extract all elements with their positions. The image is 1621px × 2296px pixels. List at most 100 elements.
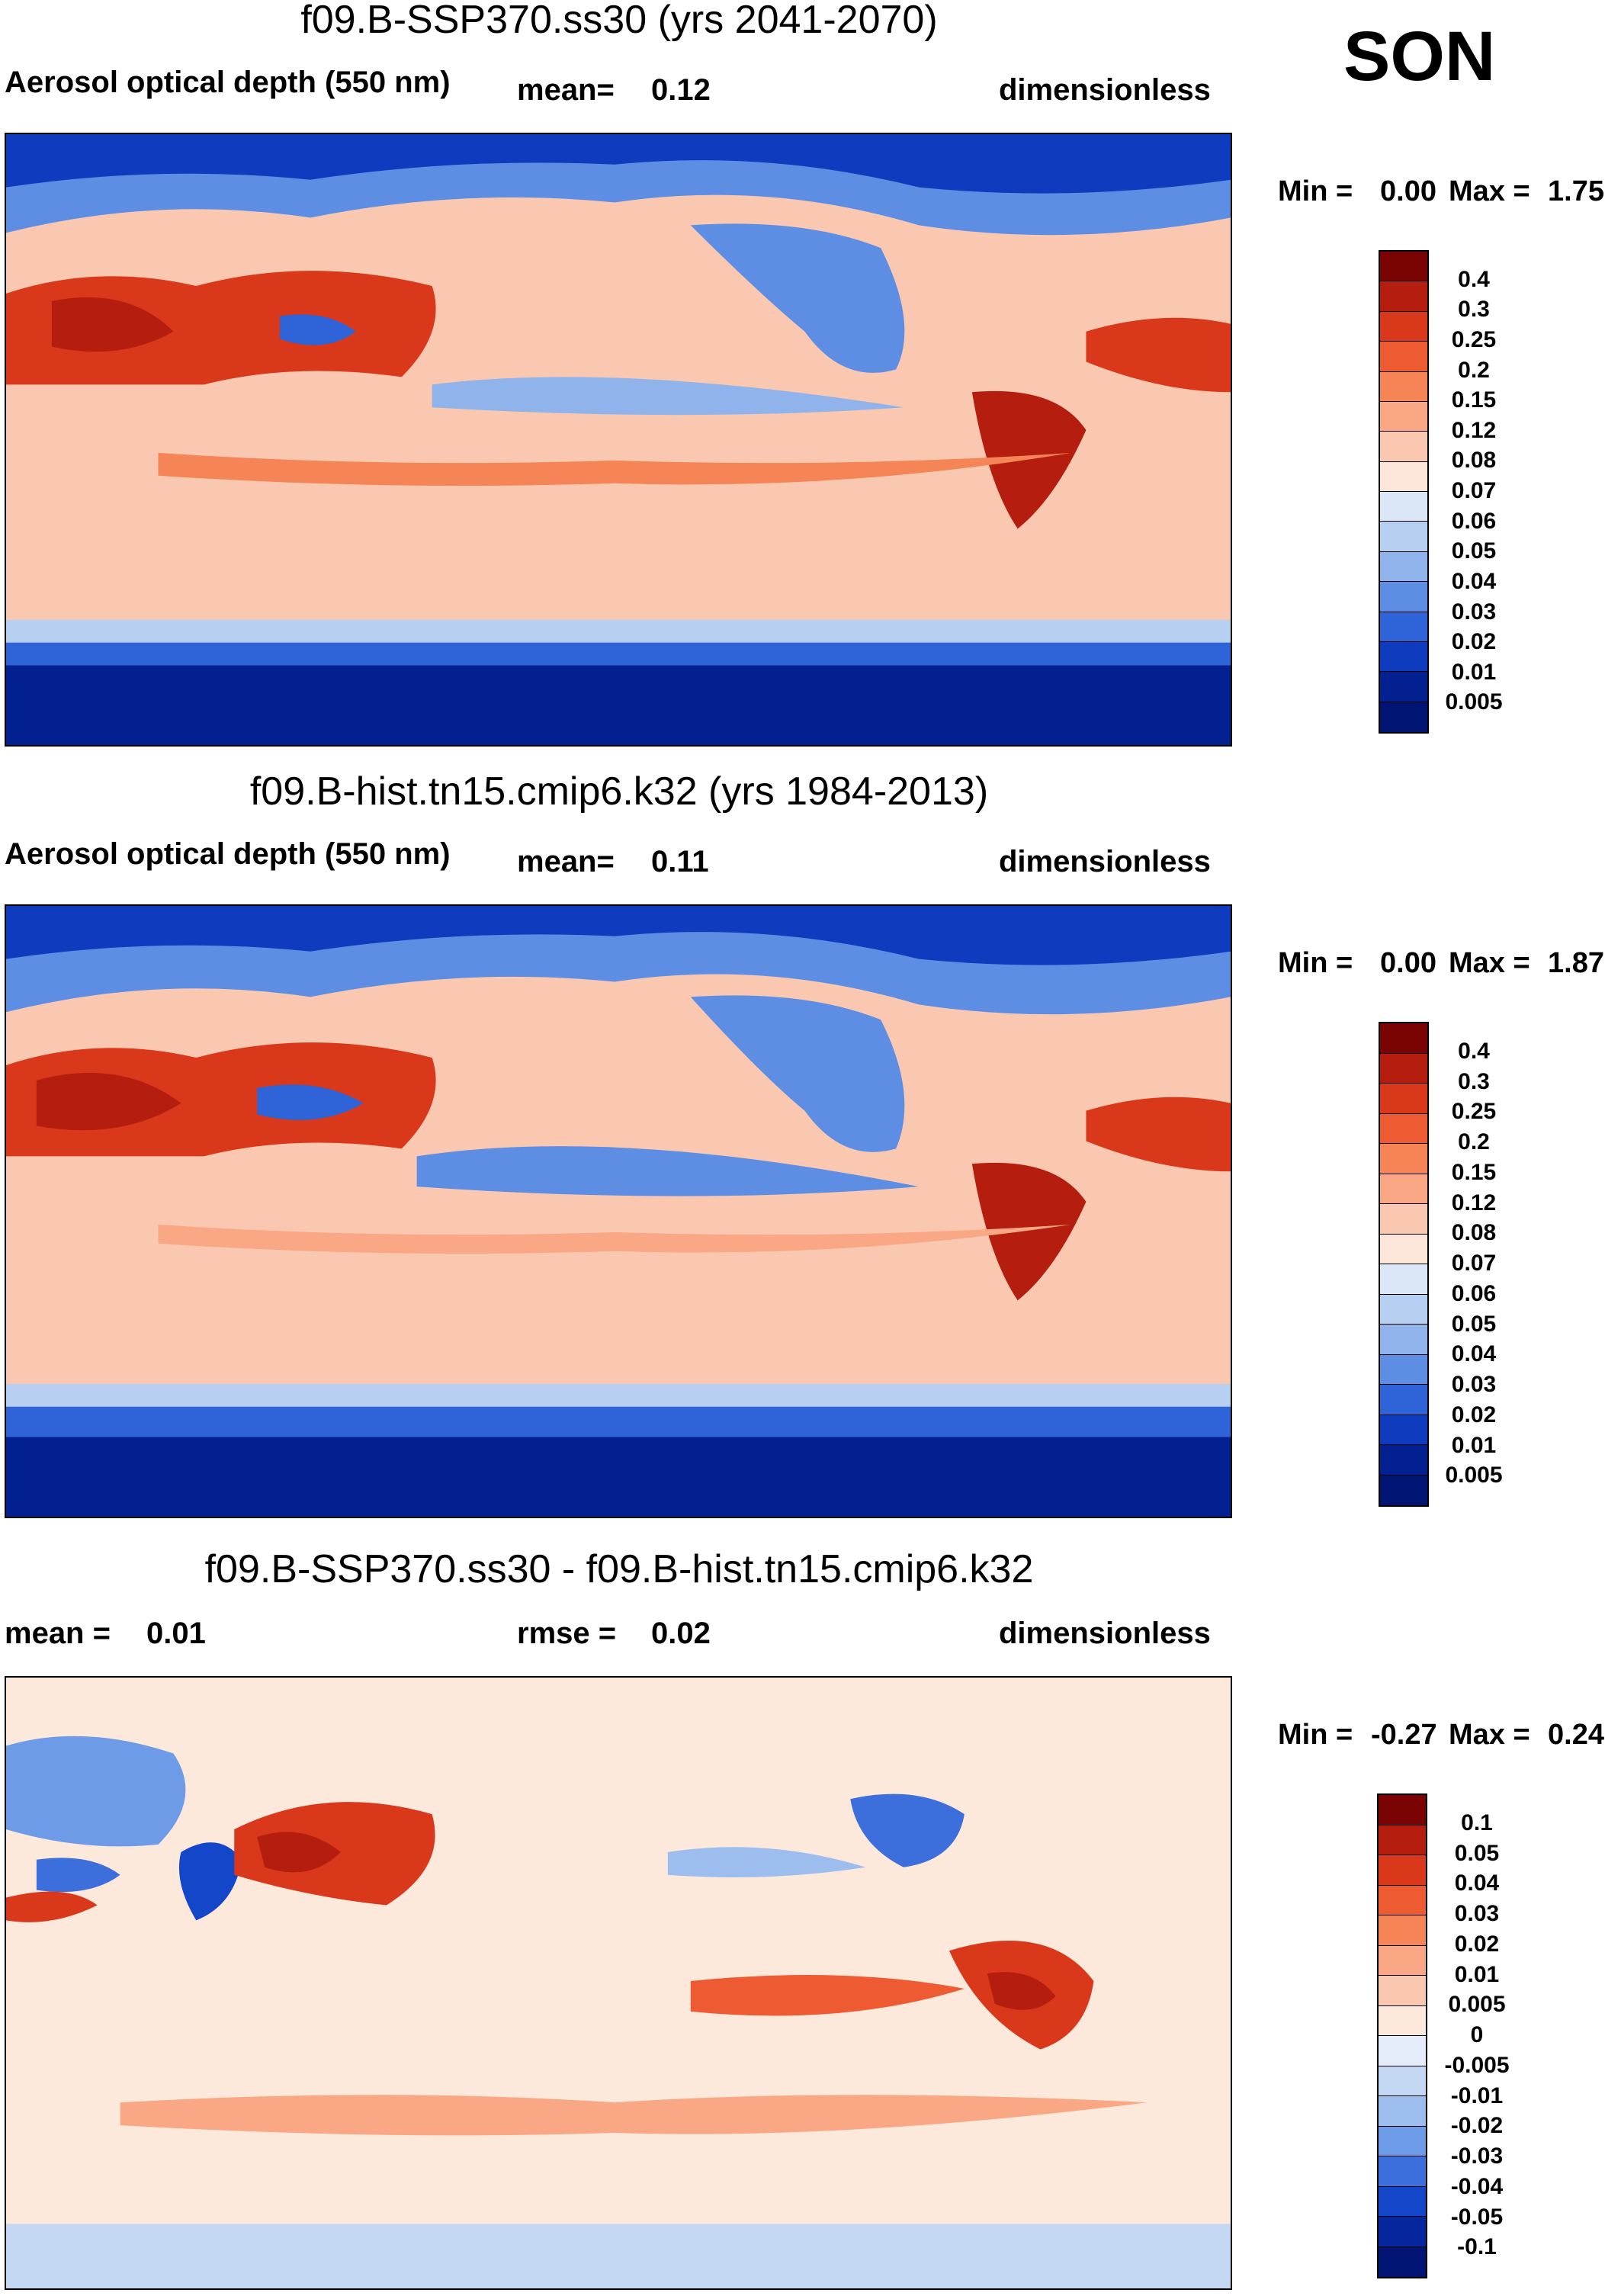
colorbar-swatch	[1380, 1294, 1427, 1325]
colorbar-swatch	[1379, 1795, 1426, 1826]
colorbar-swatch	[1380, 252, 1427, 282]
colorbar-swatch	[1380, 371, 1427, 402]
colorbar-tick-label: 0.15	[1451, 1159, 1497, 1185]
colorbar-tick-label: 0.12	[1451, 1190, 1497, 1215]
panel3-units-label: dimensionless	[999, 1617, 1211, 1650]
panel3-max-label: Max =	[1449, 1719, 1530, 1751]
colorbar-tick-label: 0.07	[1451, 1251, 1497, 1276]
panel1-max-value: 1.75	[1548, 175, 1604, 207]
panel1-map	[5, 133, 1232, 747]
colorbar-swatch	[1380, 1234, 1427, 1264]
panel2-title: f09.B-hist.tn15.cmip6.k32 (yrs 1984-2013…	[249, 769, 989, 814]
panel3-min-value: -0.27	[1371, 1719, 1437, 1751]
panel3-mean-label: mean =	[5, 1617, 111, 1650]
colorbar-swatch	[1380, 1475, 1427, 1505]
colorbar-tick-label: 0.25	[1451, 1099, 1497, 1125]
panel1-units-label: dimensionless	[999, 73, 1211, 107]
colorbar-swatch	[1379, 2246, 1426, 2277]
colorbar-tick-label: 0.03	[1451, 599, 1497, 625]
colorbar-tick-label: 0	[1470, 2022, 1484, 2047]
colorbar-tick-label: 0.04	[1451, 568, 1497, 594]
panel1-min-label: Min =	[1278, 175, 1353, 207]
colorbar-swatch	[1380, 492, 1427, 522]
colorbar-tick-label: 0.06	[1451, 1280, 1497, 1306]
colorbar-swatch	[1379, 2066, 1426, 2096]
panel3-map-field	[6, 1678, 1231, 2288]
colorbar-tick-label: 0.06	[1451, 508, 1497, 534]
panel1-map-field	[6, 134, 1231, 745]
panel1-mean-value: 0.12	[651, 73, 711, 107]
colorbar-swatch	[1379, 2036, 1426, 2066]
panel2-variable-label: Aerosol optical depth (550 nm)	[5, 837, 451, 871]
colorbar-tick-label: 0.01	[1451, 659, 1497, 685]
colorbar-tick-label: 0.2	[1458, 357, 1490, 383]
panel1-mean-label: mean=	[517, 73, 615, 107]
colorbar-tick-label: 0.005	[1445, 1463, 1503, 1488]
colorbar-swatch	[1380, 1113, 1427, 1144]
panel3-max-value: 0.24	[1548, 1719, 1604, 1751]
panel3-mean-value: 0.01	[146, 1617, 206, 1650]
colorbar-tick-label: 0.05	[1451, 1311, 1497, 1337]
colorbar-tick-label: 0.4	[1458, 266, 1490, 292]
colorbar-tick-label: 0.02	[1454, 1931, 1500, 1957]
colorbar-tick-label: 0.1	[1461, 1810, 1493, 1835]
colorbar-swatch	[1379, 1976, 1426, 2006]
panel2-colorbar	[1379, 1022, 1429, 1507]
colorbar-tick-label: 0.01	[1451, 1432, 1497, 1458]
colorbar-tick-label: 0.4	[1458, 1038, 1490, 1064]
panel3-colorbar	[1377, 1793, 1427, 2278]
colorbar-swatch	[1380, 1445, 1427, 1476]
colorbar-swatch	[1380, 582, 1427, 612]
panel1-title: f09.B-SSP370.ss30 (yrs 2041-2070)	[300, 0, 938, 42]
colorbar-tick-label: 0.05	[1451, 538, 1497, 564]
colorbar-swatch	[1380, 1053, 1427, 1084]
colorbar-tick-label: -0.005	[1444, 2052, 1510, 2078]
colorbar-swatch	[1379, 1825, 1426, 1855]
colorbar-swatch	[1380, 311, 1427, 342]
colorbar-tick-label: 0.3	[1458, 1068, 1490, 1094]
panel3-min-label: Min =	[1278, 1719, 1353, 1751]
panel1-colorbar	[1379, 250, 1429, 734]
colorbar-tick-label: 0.01	[1454, 1961, 1500, 1987]
colorbar-swatch	[1379, 2126, 1426, 2156]
colorbar-swatch	[1379, 2005, 1426, 2036]
colorbar-tick-label: 0.005	[1445, 689, 1503, 715]
colorbar-swatch	[1379, 1915, 1426, 1946]
colorbar-tick-label: 0.12	[1451, 417, 1497, 443]
colorbar-tick-label: 0.25	[1451, 326, 1497, 352]
colorbar-swatch	[1380, 432, 1427, 462]
panel1-min-value: 0.00	[1380, 175, 1436, 207]
panel2-max-value: 1.87	[1548, 947, 1604, 979]
panel2-map	[5, 904, 1232, 1518]
colorbar-swatch	[1380, 522, 1427, 552]
panel3-rmse-label: rmse =	[517, 1617, 617, 1650]
colorbar-swatch	[1380, 1264, 1427, 1295]
panel3-rmse-value: 0.02	[651, 1617, 711, 1650]
colorbar-swatch	[1379, 1945, 1426, 1976]
colorbar-swatch	[1380, 672, 1427, 702]
colorbar-tick-label: 0.005	[1448, 1992, 1506, 2018]
panel1-max-label: Max =	[1449, 175, 1530, 207]
colorbar-tick-label: 0.2	[1458, 1129, 1490, 1154]
colorbar-swatch	[1380, 1144, 1427, 1174]
panel3-map	[5, 1676, 1232, 2290]
colorbar-tick-label: 0.02	[1451, 629, 1497, 655]
colorbar-swatch	[1380, 1084, 1427, 1114]
colorbar-swatch	[1380, 1354, 1427, 1385]
colorbar-tick-label: 0.04	[1454, 1871, 1500, 1896]
panel2-map-field	[6, 906, 1231, 1517]
panel1-variable-label: Aerosol optical depth (550 nm)	[5, 66, 451, 99]
colorbar-tick-label: 0.02	[1451, 1402, 1497, 1427]
colorbar-swatch	[1379, 2217, 1426, 2247]
colorbar-tick-label: -0.01	[1450, 2082, 1504, 2108]
panel2-min-value: 0.00	[1380, 947, 1436, 979]
colorbar-swatch	[1380, 551, 1427, 583]
panel2-units-label: dimensionless	[999, 845, 1211, 878]
colorbar-swatch	[1380, 1385, 1427, 1415]
colorbar-swatch	[1379, 2096, 1426, 2127]
panel2-min-label: Min =	[1278, 947, 1353, 979]
colorbar-swatch	[1380, 281, 1427, 312]
panel2-max-label: Max =	[1449, 947, 1530, 979]
colorbar-swatch	[1380, 461, 1427, 492]
colorbar-tick-label: 0.04	[1451, 1341, 1497, 1367]
